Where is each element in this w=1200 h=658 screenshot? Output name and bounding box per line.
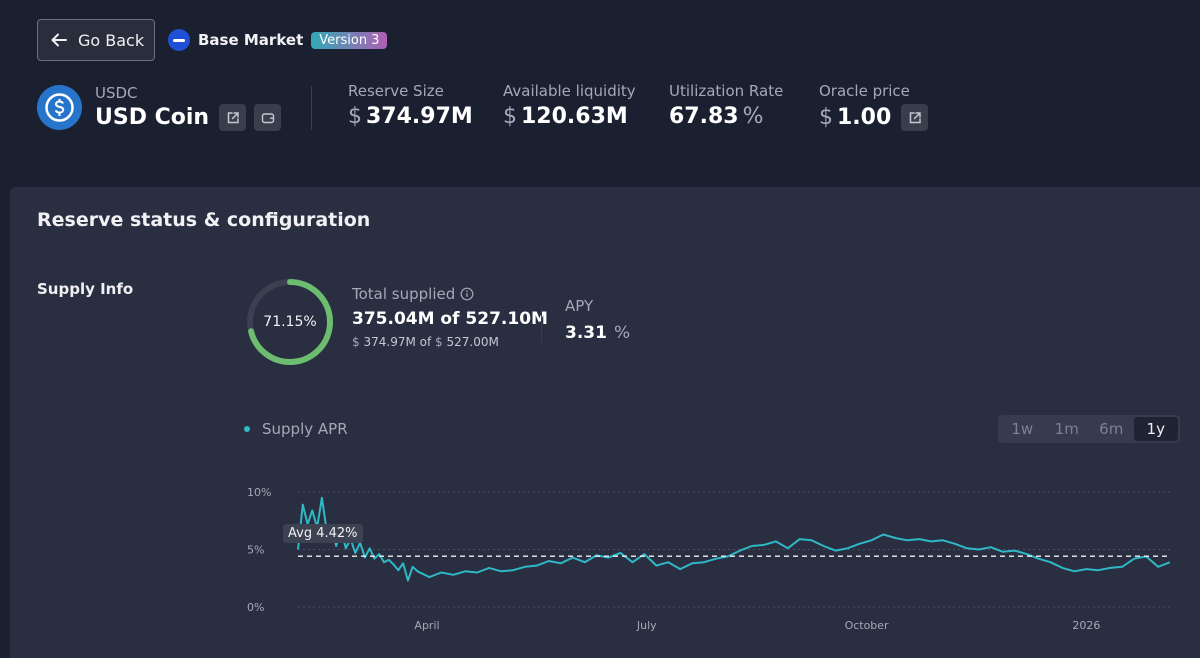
supply-donut (247, 279, 333, 365)
usd-of: of (419, 335, 432, 349)
asset-symbol: USDC (95, 84, 138, 102)
add-to-wallet-button[interactable] (254, 104, 282, 131)
chart-legend: Supply APR (244, 420, 348, 438)
section-title: Reserve status & configuration (37, 209, 371, 231)
go-back-button[interactable]: Go Back (37, 19, 155, 61)
x-tick-label: April (414, 619, 439, 632)
x-tick-label: July (636, 619, 657, 632)
stat-label: Available liquidity (503, 82, 636, 100)
market-selector[interactable]: Base Market Version 3 (168, 29, 388, 51)
asset-header: USDC USD Coin (37, 84, 282, 131)
apy-value: 3.31 (565, 323, 607, 343)
stat-label: Oracle price (819, 82, 910, 100)
stat-value: 374.97M (366, 104, 473, 129)
y-tick-label: 0% (247, 601, 264, 614)
percent-unit: % (742, 104, 764, 129)
x-tick-label: 2026 (1072, 619, 1100, 632)
usd-cap: 527.00M (446, 335, 499, 349)
market-name: Base Market (198, 31, 304, 49)
stat-value: 1.00 (837, 105, 892, 130)
total-supplied-value: 375.04M of 527.10M (352, 309, 548, 329)
range-tab-1y[interactable]: 1y (1133, 417, 1178, 441)
stat-label: Reserve Size (348, 82, 444, 100)
supply-apr-line (297, 496, 1170, 582)
info-icon[interactable] (460, 287, 474, 301)
currency-symbol: $ (348, 104, 362, 129)
currency-symbol: $ (503, 104, 517, 129)
average-label: Avg 4.42% (283, 524, 363, 543)
currency-symbol: $ (352, 335, 360, 349)
stat-oracle-price: Oracle price $ 1.00 (819, 82, 929, 131)
usdc-logo-icon (37, 85, 82, 130)
external-link-button[interactable] (219, 104, 247, 131)
total-supplied-label: Total supplied (352, 285, 456, 303)
apy-block: APY 3.31 % (565, 297, 630, 343)
wallet-icon (261, 112, 274, 123)
stat-value: 120.63M (521, 104, 628, 129)
external-link-icon (909, 111, 921, 123)
header-divider (311, 86, 312, 130)
y-tick-label: 5% (247, 544, 264, 557)
range-tab-1m[interactable]: 1m (1054, 420, 1079, 438)
arrow-left-icon (51, 33, 67, 47)
supply-divider (541, 307, 542, 343)
supply-apr-chart: 10% 5% 0% April July October 2026 (247, 486, 1170, 632)
stat-available-liquidity: Available liquidity $ 120.63M (503, 82, 636, 129)
legend-label: Supply APR (262, 420, 348, 438)
total-supplied: Total supplied 375.04M of 527.10M $ 374.… (352, 285, 548, 349)
total-supplied-usd: $ 374.97M of $ 527.00M (352, 335, 548, 349)
reserve-status-card: Reserve status & configuration Supply In… (10, 187, 1200, 658)
stat-reserve-size: Reserve Size $ 374.97M (348, 82, 473, 129)
time-range-tabs: 1w 1m 6m 1y (998, 415, 1180, 443)
supply-info-label: Supply Info (37, 280, 134, 298)
x-tick-label: October (845, 619, 889, 632)
external-link-icon (227, 111, 239, 123)
y-tick-label: 10% (247, 486, 271, 499)
range-tab-1w[interactable]: 1w (1011, 420, 1034, 438)
legend-dot (244, 426, 250, 432)
apy-label: APY (565, 297, 594, 315)
stat-value: 67.83 (669, 104, 739, 129)
apy-unit: % (614, 323, 631, 343)
stat-utilization-rate: Utilization Rate 67.83 % (669, 82, 783, 129)
currency-symbol: $ (819, 105, 833, 130)
currency-symbol: $ (435, 335, 443, 349)
stat-label: Utilization Rate (669, 82, 784, 100)
donut-percent: 71.15% (263, 314, 317, 330)
usd-supplied: 374.97M (363, 335, 416, 349)
version-badge: Version 3 (311, 31, 388, 49)
go-back-label: Go Back (78, 30, 145, 50)
donut-fill (247, 279, 333, 365)
range-tab-6m[interactable]: 6m (1099, 420, 1124, 438)
asset-name: USD Coin (95, 105, 210, 130)
oracle-link-button[interactable] (901, 104, 929, 131)
base-market-logo-icon (168, 29, 190, 51)
